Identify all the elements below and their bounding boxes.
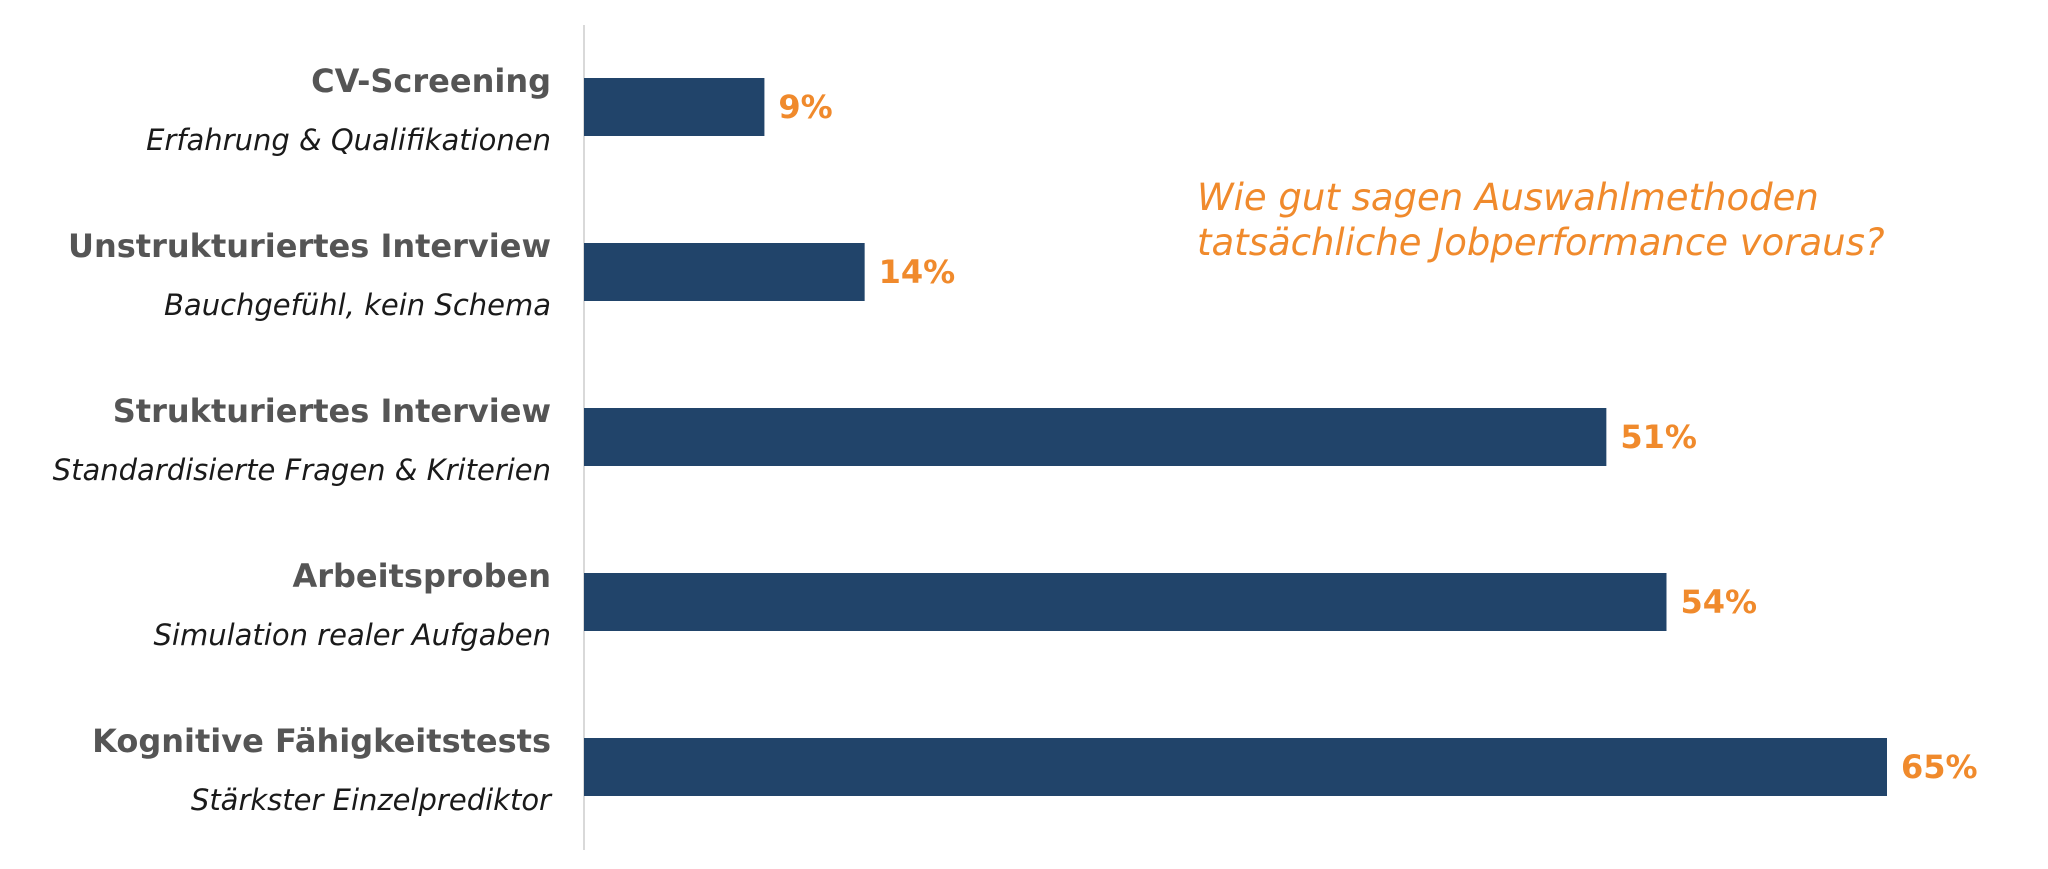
category-subtitle-2: Bauchgefühl, kein Schema <box>164 288 551 322</box>
value-label-1: 9% <box>778 88 832 126</box>
bar-3 <box>584 408 1607 466</box>
bar-2 <box>584 243 865 301</box>
category-label-2: Unstrukturiertes Interview <box>68 227 551 265</box>
annotation-line-1: Wie gut sagen Auswahlmethoden <box>1197 176 1819 219</box>
annotation-line-2: tatsächliche Jobperformance voraus? <box>1197 221 1885 264</box>
bars-group: 9% CV-Screening Erfahrung & Qualifikatione… <box>53 62 1978 817</box>
category-label-3: Strukturiertes Interview <box>113 392 551 430</box>
category-subtitle-3: Standardisierte Fragen & Kriterien <box>53 453 551 487</box>
value-label-2: 14% <box>879 253 956 291</box>
bar-1 <box>584 78 765 136</box>
value-label-3: 51% <box>1620 418 1697 456</box>
bar-5 <box>584 738 1887 796</box>
category-label-4: Arbeitsproben <box>292 557 551 595</box>
category-label-1: CV-Screening <box>311 62 551 100</box>
bar-4 <box>584 573 1667 631</box>
category-subtitle-1: Erfahrung & Qualifikationen <box>146 123 551 157</box>
value-label-4: 54% <box>1680 583 1757 621</box>
value-label-5: 65% <box>1901 748 1978 786</box>
category-subtitle-5: Stärkster Einzelprediktor <box>191 783 553 817</box>
chart-annotation: Wie gut sagen Auswahlmethodentatsächlich… <box>1197 176 1885 264</box>
category-subtitle-4: Simulation realer Aufgaben <box>153 618 551 652</box>
category-label-5: Kognitive Fähigkeitstests <box>92 722 551 760</box>
